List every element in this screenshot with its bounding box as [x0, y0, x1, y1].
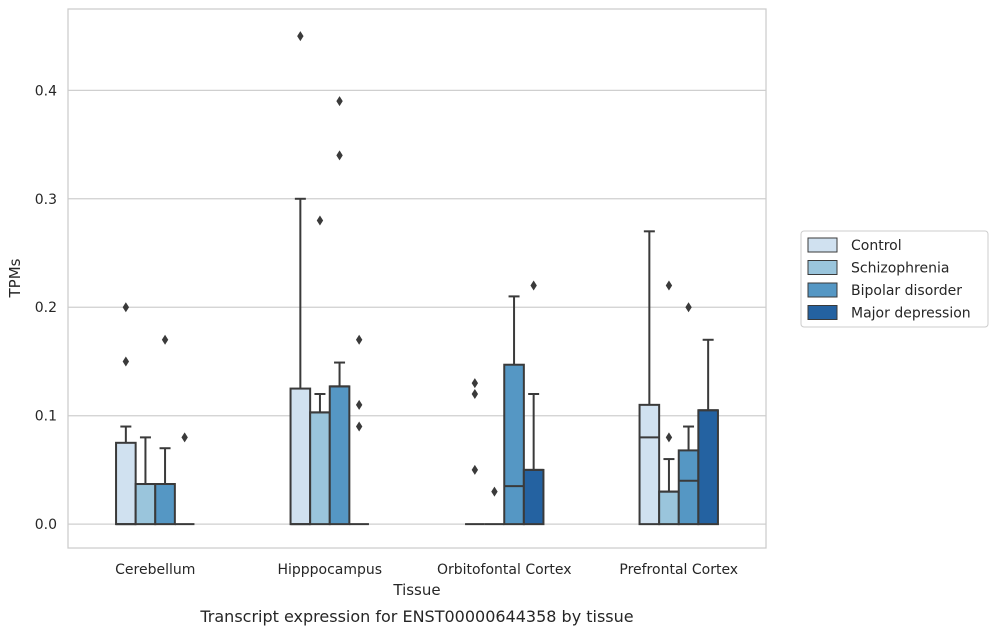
outlier-point	[181, 432, 188, 443]
outlier-point	[297, 31, 304, 42]
outlier-point	[355, 421, 363, 432]
box	[658, 280, 680, 526]
x-tick-label: Prefrontal Cortex	[619, 562, 738, 578]
outlier-point	[665, 432, 673, 443]
box-layer	[115, 31, 719, 526]
box-body	[522, 468, 545, 526]
legend-swatch	[807, 282, 838, 298]
outlier-point	[161, 334, 169, 345]
box	[697, 338, 719, 526]
legend-label: Schizophrenia	[851, 261, 949, 277]
box	[309, 215, 331, 526]
legend: Control Schizophrenia Bipolar disorder Majo…	[800, 230, 989, 328]
legend-frame	[800, 230, 989, 328]
legend-swatch	[807, 260, 838, 275]
outlier-point	[530, 280, 537, 291]
y-tick-label: 0.4	[35, 83, 57, 99]
x-tick-label: Orbitofontal Cortex	[437, 562, 572, 578]
outlier-point	[665, 280, 673, 291]
outlier-point	[336, 96, 343, 107]
outlier-point	[471, 464, 479, 475]
x-tick-label: Hipppocampus	[277, 562, 382, 578]
outlier-point	[355, 399, 363, 410]
box	[289, 31, 312, 526]
legend-swatch	[807, 237, 838, 253]
box	[638, 230, 661, 526]
box-body	[154, 483, 176, 526]
legend-label: Bipolar disorder	[851, 283, 962, 299]
outlier-point	[316, 215, 324, 226]
outlier-point	[122, 302, 130, 313]
box	[328, 96, 351, 526]
box	[465, 378, 485, 526]
box-body	[503, 363, 525, 526]
y-tick-label: 0.1	[35, 409, 57, 425]
outlier-point	[336, 150, 343, 161]
box-body	[134, 483, 157, 526]
x-tick-labels: Cerebellum Hipppocampus Orbitofontal Corte…	[115, 562, 738, 578]
legend-label: Control	[851, 238, 902, 254]
box-body	[677, 449, 700, 526]
y-tick-labels: 0.0 0.1 0.2 0.3 0.4	[35, 83, 57, 533]
outlier-point	[471, 378, 479, 389]
x-tick-label: Cerebellum	[115, 562, 195, 578]
grid-lines	[68, 89, 766, 525]
box-body	[115, 441, 137, 526]
box-body	[328, 385, 351, 526]
box-body	[658, 490, 680, 526]
box	[115, 302, 137, 526]
y-tick-label: 0.2	[35, 300, 57, 316]
box	[503, 295, 525, 526]
x-axis-label: Tissue	[392, 581, 440, 599]
legend-entry: Schizophrenia	[807, 260, 949, 277]
plot-frame	[67, 8, 767, 549]
outlier-point	[471, 389, 479, 399]
y-tick-label: 0.3	[35, 192, 57, 208]
box	[522, 280, 545, 526]
box	[154, 334, 176, 526]
y-axis-label: TPMs	[6, 258, 24, 298]
outlier-point	[685, 302, 692, 313]
box-body	[309, 411, 331, 526]
box-body	[289, 387, 312, 526]
box	[677, 302, 700, 526]
chart-caption: Transcript expression for ENST0000064435…	[199, 607, 633, 626]
legend-entry: Major depression	[807, 305, 971, 322]
outlier-point	[355, 334, 363, 345]
outlier-point	[491, 486, 498, 497]
box-body	[697, 409, 719, 526]
box	[174, 432, 195, 526]
box	[349, 334, 369, 526]
y-tick-label: 0.0	[35, 517, 57, 533]
legend-entry: Bipolar disorder	[807, 282, 962, 299]
outlier-point	[122, 356, 130, 367]
legend-swatch	[807, 305, 838, 320]
legend-entry: Control	[807, 237, 902, 254]
box-body	[638, 403, 661, 526]
box	[484, 486, 505, 526]
box	[134, 436, 157, 526]
legend-label: Major depression	[851, 306, 971, 322]
